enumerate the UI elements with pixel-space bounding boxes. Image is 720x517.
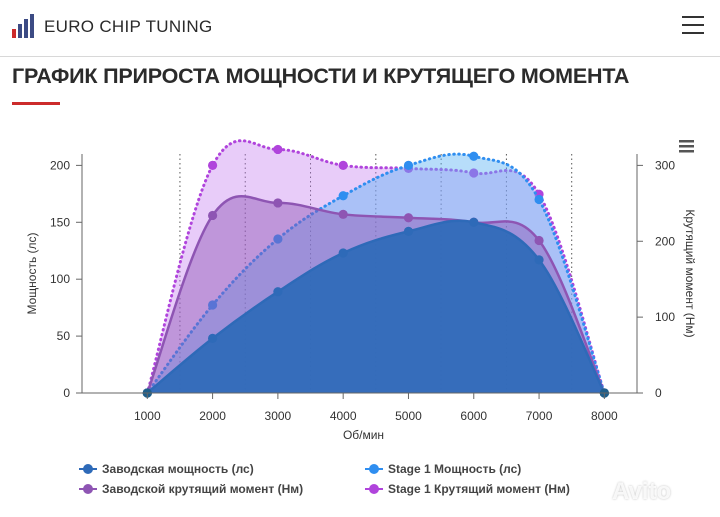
data-point[interactable]: [273, 198, 283, 208]
data-point[interactable]: [207, 210, 218, 221]
y-right-tick-label: 100: [655, 310, 675, 324]
series-line: [145, 152, 606, 395]
data-point[interactable]: [469, 217, 479, 227]
data-point[interactable]: [338, 160, 348, 170]
bar-chart-logo-icon[interactable]: [12, 14, 36, 38]
legend-marker: [369, 464, 379, 474]
data-point[interactable]: [403, 213, 414, 223]
legend-marker: [369, 484, 379, 494]
data-point[interactable]: [207, 160, 218, 170]
x-tick-label: 5000: [395, 409, 422, 423]
chart-legend: Заводская мощность (лс) Stage 1 Мощность …: [79, 462, 570, 496]
data-point[interactable]: [273, 287, 283, 297]
data-point[interactable]: [273, 234, 283, 244]
data-point[interactable]: [534, 255, 544, 265]
y-left-tick-label: 150: [50, 215, 70, 229]
chart-series: [142, 139, 609, 398]
brand-name[interactable]: EURO CHIP TUNING: [44, 17, 213, 36]
legend-label: Заводская мощность (лс): [102, 462, 254, 476]
legend-item[interactable]: Заводская мощность (лс): [79, 462, 254, 476]
data-point[interactable]: [338, 209, 348, 219]
y-right-tick-label: 0: [655, 386, 662, 400]
data-point[interactable]: [338, 191, 348, 201]
data-point[interactable]: [338, 248, 348, 258]
x-tick-label: 7000: [526, 409, 553, 423]
x-tick-label: 2000: [199, 409, 226, 423]
data-point[interactable]: [403, 160, 414, 170]
x-tick-label: 1000: [134, 409, 161, 423]
y-left-tick-label: 50: [57, 329, 71, 343]
legend-item[interactable]: Stage 1 Крутящий момент (Нм): [365, 482, 570, 496]
data-point[interactable]: [469, 151, 479, 161]
legend-label: Stage 1 Мощность (лс): [388, 462, 521, 476]
x-tick-label: 3000: [265, 409, 292, 423]
y-axis-left-label: Мощность (лс): [25, 232, 39, 314]
data-point[interactable]: [273, 144, 283, 155]
series-area: [147, 220, 605, 393]
hamburger-menu-icon[interactable]: [682, 16, 704, 36]
title-underline: [12, 102, 60, 105]
data-point[interactable]: [207, 300, 218, 310]
legend-item[interactable]: Заводской крутящий момент (Нм): [79, 482, 303, 496]
y-left-tick-label: 100: [50, 272, 70, 286]
legend-label: Stage 1 Крутящий момент (Нм): [388, 482, 570, 496]
y-axis-right-label: Крутящий момент (Нм): [683, 209, 697, 337]
x-tick-label: 6000: [460, 409, 487, 423]
data-point[interactable]: [469, 168, 479, 178]
y-right-tick-label: 300: [655, 158, 675, 172]
data-point[interactable]: [207, 333, 218, 343]
data-point[interactable]: [403, 226, 414, 236]
legend-label: Заводской крутящий момент (Нм): [102, 482, 303, 496]
x-axis-label: Об/мин: [343, 428, 384, 442]
avito-watermark: Avito: [612, 478, 672, 505]
y-right-tick-label: 200: [655, 234, 675, 248]
site-header: EURO CHIP TUNING: [0, 0, 720, 57]
data-point[interactable]: [534, 235, 544, 246]
data-point[interactable]: [534, 194, 544, 205]
series-0: [142, 217, 609, 398]
x-tick-label: 4000: [330, 409, 357, 423]
page-title: ГРАФИК ПРИРОСТА МОЩНОСТИ И КРУТЯЩЕГО МОМ…: [12, 64, 630, 88]
chart-export-menu-icon[interactable]: [679, 140, 694, 153]
y-left-tick-label: 0: [63, 386, 70, 400]
y-left-tick-label: 200: [50, 158, 70, 172]
legend-marker: [83, 464, 93, 474]
legend-marker: [83, 484, 93, 494]
x-tick-label: 8000: [591, 409, 618, 423]
legend-item[interactable]: Stage 1 Мощность (лс): [365, 462, 521, 476]
